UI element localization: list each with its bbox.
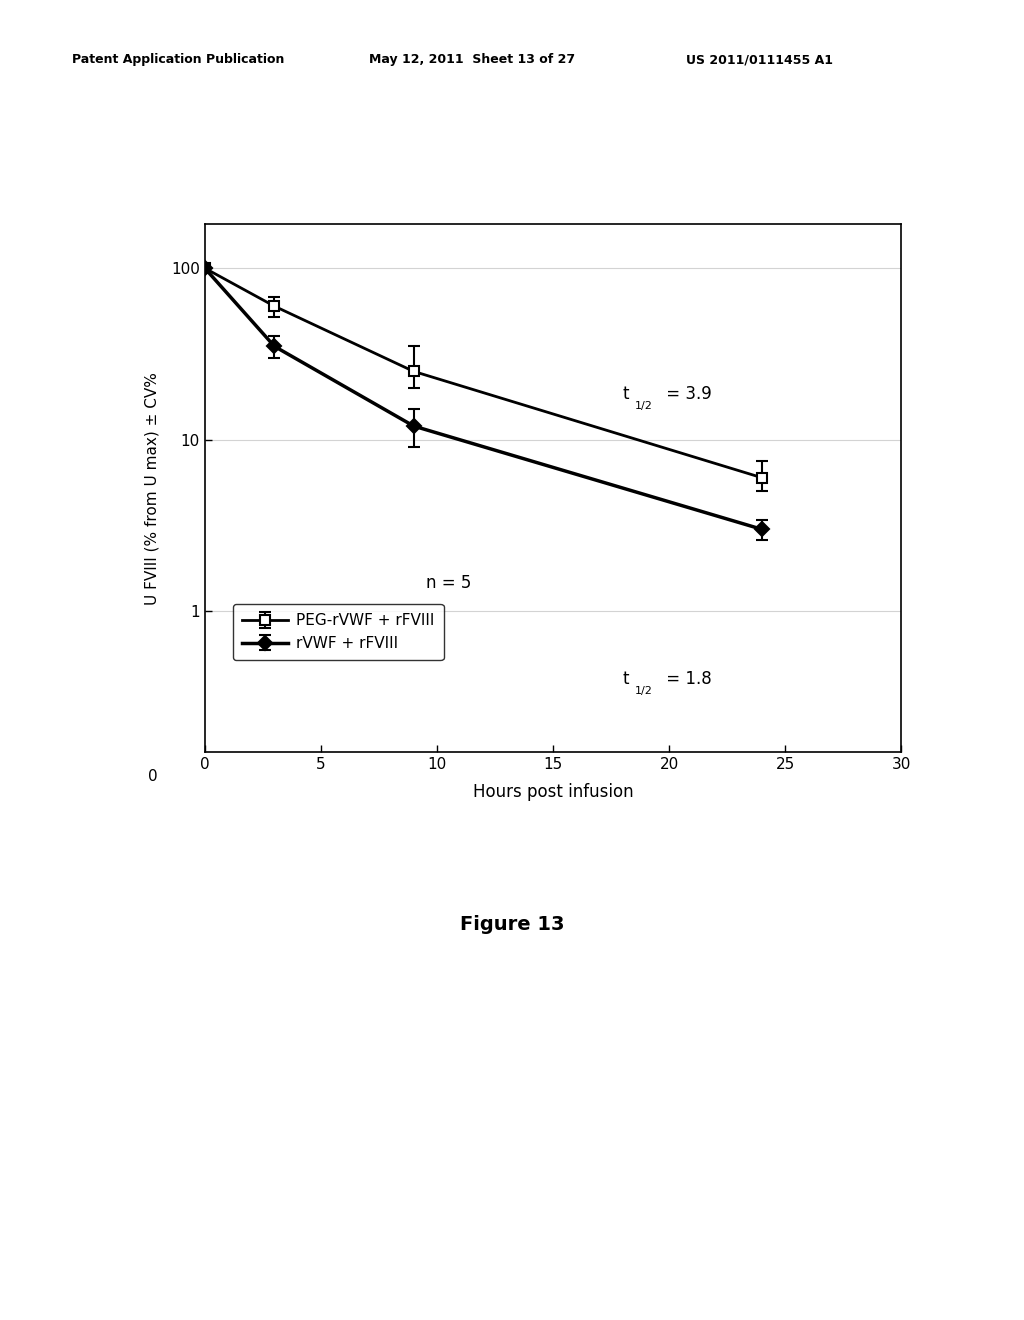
- Text: US 2011/0111455 A1: US 2011/0111455 A1: [686, 53, 834, 66]
- Text: 0: 0: [147, 768, 158, 784]
- Text: = 1.8: = 1.8: [660, 669, 712, 688]
- Text: 1/2: 1/2: [635, 686, 653, 697]
- Text: 1/2: 1/2: [635, 401, 653, 412]
- Y-axis label: U FVIII (% from U max) ± CV%: U FVIII (% from U max) ± CV%: [145, 372, 160, 605]
- Legend: PEG-rVWF + rFVIII, rVWF + rFVIII: PEG-rVWF + rFVIII, rVWF + rFVIII: [233, 605, 443, 660]
- Text: May 12, 2011  Sheet 13 of 27: May 12, 2011 Sheet 13 of 27: [369, 53, 574, 66]
- Text: t: t: [623, 384, 629, 403]
- X-axis label: Hours post infusion: Hours post infusion: [473, 783, 633, 801]
- Text: Patent Application Publication: Patent Application Publication: [72, 53, 284, 66]
- Text: n = 5: n = 5: [426, 574, 471, 593]
- Text: Figure 13: Figure 13: [460, 915, 564, 933]
- Text: = 3.9: = 3.9: [660, 384, 712, 403]
- Text: t: t: [623, 669, 629, 688]
